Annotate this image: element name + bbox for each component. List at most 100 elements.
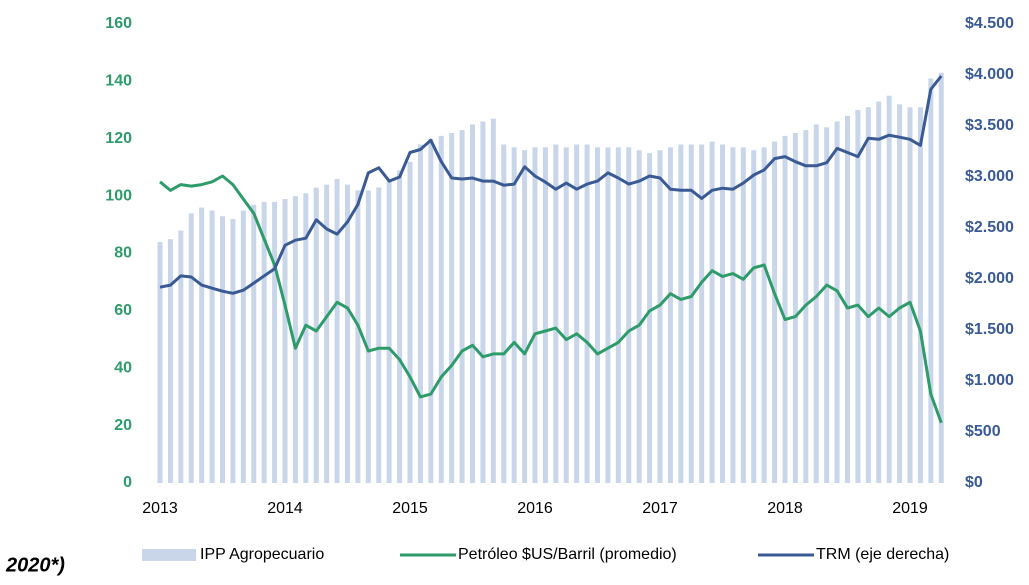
bar: [449, 133, 455, 483]
bar: [428, 138, 434, 483]
bar: [688, 144, 694, 484]
bar: [397, 170, 403, 483]
line-series: [159, 174, 943, 424]
bar: [761, 147, 767, 483]
bar: [563, 147, 569, 483]
y2-tick-label: $4.000: [965, 66, 1014, 83]
bar: [438, 135, 444, 483]
bar: [188, 213, 194, 483]
line-series: [159, 75, 943, 295]
x-tick-label: 2016: [517, 500, 553, 517]
bar: [876, 101, 882, 484]
bar: [334, 178, 340, 483]
y2-tick-label: $4.500: [965, 15, 1014, 32]
bar: [886, 95, 892, 483]
y2-tick-label: $500: [965, 423, 1001, 440]
y-tick-label: 40: [114, 359, 132, 376]
bar: [282, 198, 288, 483]
bar: [855, 110, 861, 483]
y2-tick-label: $1.000: [965, 372, 1014, 389]
y-tick-label: 100: [105, 187, 132, 204]
legend-swatch: [142, 549, 196, 561]
bar: [355, 190, 361, 483]
y-tick-label: 120: [105, 130, 132, 147]
bar: [730, 147, 736, 483]
bar: [792, 133, 798, 483]
bar: [209, 210, 215, 483]
y-tick-label: 160: [105, 15, 132, 32]
bar: [928, 78, 934, 483]
bar: [595, 147, 600, 483]
bar: [709, 141, 715, 483]
bar: [605, 147, 611, 483]
bar: [917, 107, 923, 483]
bar: [647, 153, 653, 483]
bar: [292, 196, 298, 483]
bar: [251, 204, 257, 483]
y2-tick-label: $1.500: [965, 321, 1014, 338]
bar: [365, 190, 371, 483]
bar: [751, 150, 757, 483]
x-tick-label: 2015: [392, 500, 428, 517]
bar: [345, 184, 350, 483]
bar: [417, 144, 423, 484]
bar: [167, 239, 173, 483]
bar: [907, 107, 913, 483]
x-tick-label: 2019: [892, 500, 928, 517]
note: 2020*): [5, 554, 65, 576]
y-tick-label: 140: [105, 73, 132, 90]
y2-tick-label: $2.000: [965, 270, 1014, 287]
bar: [834, 121, 840, 483]
bar: [480, 121, 486, 483]
x-tick-label: 2013: [142, 500, 178, 517]
bar: [220, 216, 225, 484]
bar: [584, 144, 590, 484]
bar: [199, 207, 205, 483]
x-tick-label: 2014: [267, 500, 303, 517]
y2-tick-label: $3.000: [965, 168, 1014, 185]
bar: [272, 201, 278, 484]
bar: [938, 72, 944, 484]
bar: [699, 144, 705, 484]
bar: [813, 124, 819, 483]
x-tick-label: 2017: [642, 500, 678, 517]
bar: [470, 124, 475, 483]
y-tick-label: 0: [123, 474, 132, 491]
bar: [376, 187, 382, 484]
bar: [407, 161, 413, 483]
y-tick-label: 60: [114, 302, 132, 319]
bar: [782, 135, 788, 483]
bar: [386, 178, 392, 483]
bar: [522, 150, 528, 483]
bar: [542, 147, 548, 483]
bar: [157, 242, 163, 483]
y-tick-label: 80: [114, 245, 132, 262]
bar: [574, 144, 580, 484]
bar: [845, 115, 850, 484]
y2-tick-label: $3.500: [965, 117, 1014, 134]
bar: [532, 147, 538, 483]
bar: [303, 193, 309, 483]
bar: [240, 210, 246, 483]
bar: [261, 201, 267, 484]
legend-label: Petróleo $US/Barril (promedio): [458, 546, 677, 563]
bar: [178, 230, 184, 483]
bar: [865, 107, 871, 483]
bar: [459, 130, 465, 484]
bar: [657, 150, 663, 483]
bar: [324, 184, 330, 483]
legend-label: TRM (eje derecha): [816, 546, 949, 563]
x-tick-label: 2018: [767, 500, 803, 517]
bar: [626, 147, 632, 483]
y2-tick-label: $2.500: [965, 219, 1014, 236]
legend-label: IPP Agropecuario: [200, 546, 324, 563]
bar: [897, 104, 903, 483]
bar: [553, 144, 559, 484]
bar: [667, 147, 673, 483]
bar: [511, 147, 517, 483]
bar: [501, 144, 507, 484]
bar: [490, 118, 496, 483]
bar: [824, 127, 830, 484]
y-tick-label: 20: [114, 417, 132, 434]
